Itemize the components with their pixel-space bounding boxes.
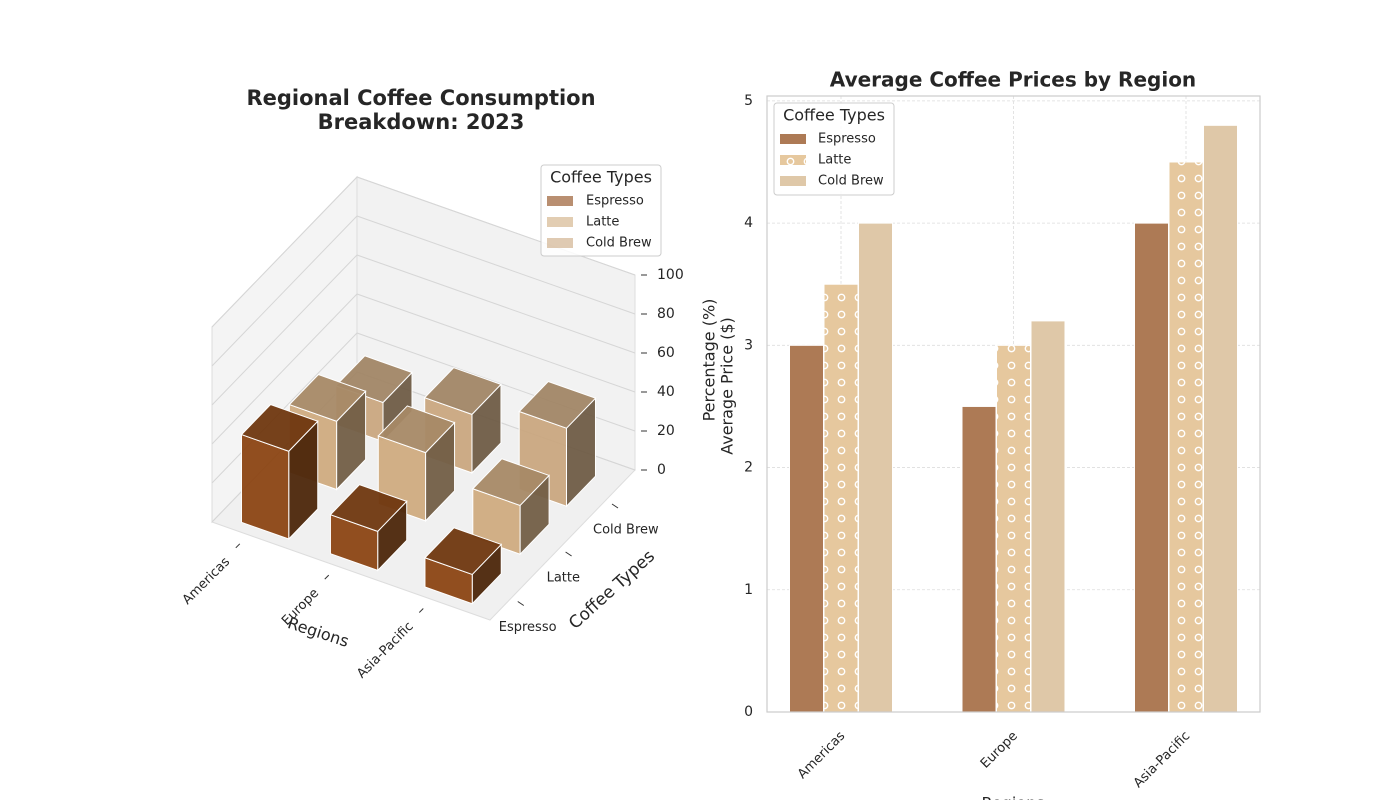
legend-label: Cold Brew [586,236,652,251]
grid-line [211,254,636,406]
x-tick [418,608,424,613]
x-tick [235,543,241,549]
y-tick-label: 0 [744,704,753,720]
legend-label: Espresso [818,132,876,147]
y-tick-label: 4 [744,215,753,231]
z-tick-label: 0 [657,462,666,478]
x-tick-label: Europe [978,729,1021,772]
y-tick-label: 5 [744,93,753,109]
bar-top [240,404,319,452]
legend-swatch [780,155,806,165]
legend-swatch [547,196,573,206]
plot-frame [766,95,1261,713]
bar [996,344,1031,713]
legend-label: Latte [818,153,851,168]
legend-box [773,102,895,196]
z-axis-label: Percentage (%) [700,299,719,422]
chart-title: Regional Coffee Consumption Breakdown: 2… [246,86,596,134]
z-tick-label: 20 [657,423,675,439]
z-tick-label: 100 [657,267,684,283]
y-tick-label: 3 [744,337,753,353]
bar-top [518,380,597,429]
bar-3d [240,404,319,541]
bar-top [471,458,550,507]
x-tick [324,574,330,580]
bar [789,344,824,713]
bar [961,405,997,713]
legend-label: Latte [586,215,619,230]
y-tick-label: 2 [744,460,753,476]
bar [1168,161,1204,713]
z-tick-label: 60 [657,345,675,361]
y-tick-label: Cold Brew [593,523,659,538]
legend-box [540,164,662,257]
legend-swatch [780,176,806,186]
bar-top [424,527,503,576]
y-axis-label: Coffee Types [565,546,659,633]
y-tick [565,551,572,557]
bar [1134,222,1169,713]
y-tick-label: Espresso [499,620,557,635]
legend-swatch [547,217,573,227]
legend-title: Coffee Types [783,106,885,125]
chart-title: Average Coffee Prices by Region [830,68,1196,92]
bar-3d [424,527,503,605]
bar-3d [329,484,408,572]
y-tick [517,601,525,606]
legend-label: Espresso [586,194,644,209]
legend-swatch [780,134,806,144]
y-tick [611,503,619,509]
z-tick-label: 80 [657,306,675,322]
x-tick-label: Americas [180,554,233,607]
x-axis-label: Regions [981,794,1044,800]
grid-line [211,215,636,367]
grid-line [211,293,636,445]
bar [858,222,893,713]
bar-front [240,433,290,540]
x-tick-label: Americas [795,729,848,782]
bar [1203,124,1238,713]
y-tick-label: Latte [547,571,580,586]
bar-top [377,405,456,454]
legend-title: Coffee Types [550,168,652,187]
bar-top [423,367,502,415]
y-tick-label: 1 [744,582,753,598]
bar-3d [471,458,550,556]
z-tick-label: 40 [657,384,675,400]
legend-swatch [547,238,573,248]
bar-top [329,484,408,532]
bar-top [288,374,367,422]
bar [1030,320,1066,713]
legend-label: Cold Brew [818,174,884,189]
x-tick-label: Asia-Pacific [354,619,416,681]
y-axis-label: Average Price ($) [718,317,737,455]
x-tick-label: Asia-Pacific [1131,729,1193,791]
bar [823,283,859,713]
